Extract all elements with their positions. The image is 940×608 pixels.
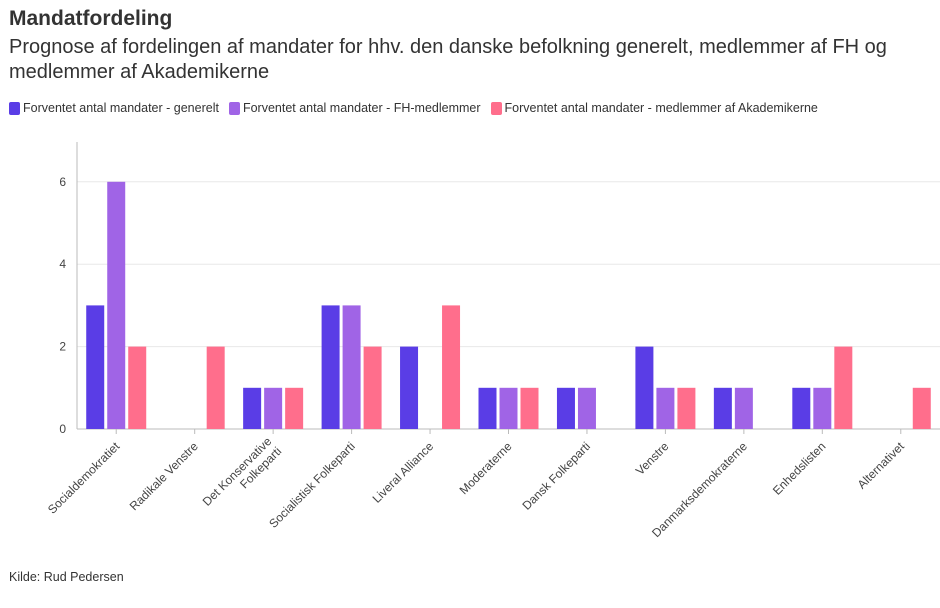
bar[interactable]: [400, 346, 419, 429]
legend-label-akademikerne: Forventet antal mandater - medlemmer af …: [504, 101, 818, 115]
bar[interactable]: [813, 387, 832, 429]
x-tick-label: Venstre: [633, 439, 672, 478]
bar[interactable]: [285, 387, 304, 429]
bar[interactable]: [577, 387, 596, 429]
legend-item-fh[interactable]: Forventet antal mandater - FH-medlemmer: [228, 101, 481, 115]
legend-item-akademikerne[interactable]: Forventet antal mandater - medlemmer af …: [490, 101, 818, 115]
bar[interactable]: [442, 305, 461, 429]
legend-swatch-akademikerne: [490, 101, 502, 115]
x-tick-label: Socialdemokratiet: [45, 439, 123, 517]
y-axis: 0 2 4 6: [59, 142, 78, 436]
bar[interactable]: [86, 305, 105, 429]
bar[interactable]: [520, 387, 539, 429]
x-tick-label: Radikale Venstre: [127, 439, 201, 513]
bar[interactable]: [912, 387, 931, 429]
x-tick-label: Liveral Alliance: [370, 439, 437, 506]
bar[interactable]: [834, 346, 853, 429]
legend-item-generelt[interactable]: Forventet antal mandater - generelt: [9, 101, 219, 115]
y-tick-label: 0: [59, 422, 66, 436]
bar[interactable]: [677, 387, 696, 429]
source-note: Kilde: Rud Pedersen: [9, 570, 124, 584]
bar[interactable]: [342, 305, 361, 429]
x-tick-label: Alternativet: [855, 439, 908, 492]
chart-title: Mandatfordeling: [9, 7, 173, 30]
legend-swatch-fh: [228, 101, 240, 115]
bar[interactable]: [107, 181, 126, 429]
x-tick-label: Det KonservativeFolkeparti: [200, 434, 285, 519]
bar[interactable]: [792, 387, 811, 429]
bar[interactable]: [713, 387, 732, 429]
bar[interactable]: [734, 387, 753, 429]
x-tick-label: Moderaterne: [457, 439, 515, 497]
x-tick-label: Dansk Folkeparti: [520, 439, 594, 513]
chart-subtitle: Prognose af fordelingen af mandater for …: [9, 36, 887, 83]
bar[interactable]: [556, 387, 575, 429]
bar[interactable]: [206, 346, 225, 429]
bar[interactable]: [264, 387, 283, 429]
legend-label-fh: Forventet antal mandater - FH-medlemmer: [242, 101, 481, 115]
bar[interactable]: [243, 387, 262, 429]
bar[interactable]: [363, 346, 382, 429]
y-tick-label: 6: [59, 175, 66, 189]
bar[interactable]: [321, 305, 340, 429]
bars: [86, 181, 931, 429]
x-tick-label: Enhedslisten: [770, 439, 828, 497]
y-tick-label: 2: [59, 340, 66, 354]
legend-label-generelt: Forventet antal mandater - generelt: [23, 101, 219, 115]
legend-swatch-generelt: [9, 101, 20, 115]
bar[interactable]: [635, 346, 654, 429]
legend: Forventet antal mandater - generelt Forv…: [9, 101, 818, 115]
bar[interactable]: [656, 387, 675, 429]
bar[interactable]: [478, 387, 497, 429]
y-tick-label: 4: [59, 257, 66, 271]
bar[interactable]: [499, 387, 518, 429]
bar[interactable]: [128, 346, 147, 429]
